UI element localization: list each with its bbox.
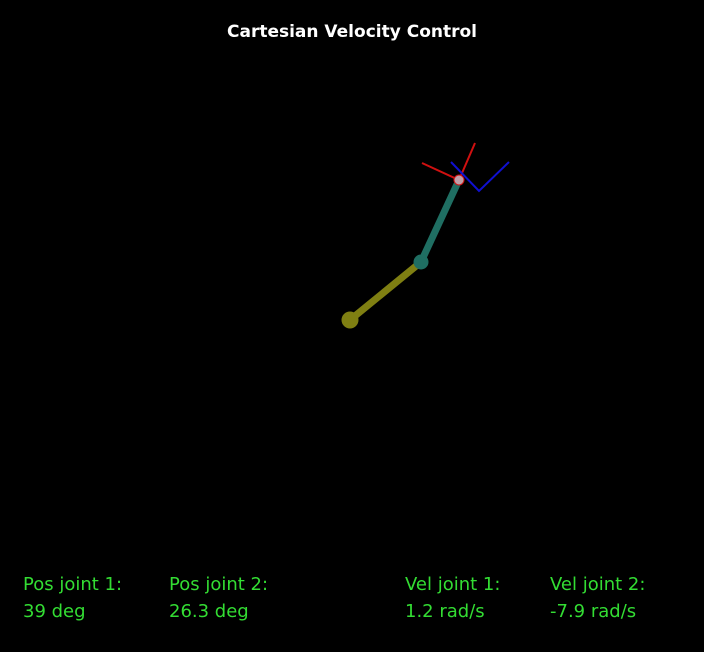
readout-value: -7.9 rad/s (550, 601, 637, 622)
page-title: Cartesian Velocity Control (227, 22, 477, 42)
readout-value: 1.2 rad/s (405, 601, 485, 622)
readout-label: Vel joint 2: (550, 574, 646, 595)
base-joint (341, 311, 359, 329)
readout-pos-joint-2: Pos joint 2: 26.3 deg (169, 571, 268, 625)
readout-label: Pos joint 1: (23, 574, 123, 595)
elbow-joint (413, 254, 429, 270)
link-1 (346, 258, 425, 324)
end-effector-frame-x-axis (421, 142, 476, 182)
readout-label: Vel joint 1: (405, 574, 501, 595)
readout-value: 26.3 deg (169, 601, 249, 622)
readout-vel-joint-2: Vel joint 2: -7.9 rad/s (550, 571, 645, 625)
readout-value: 39 deg (23, 601, 86, 622)
end-effector-frame-y-axis (450, 161, 510, 193)
link-2 (417, 176, 463, 266)
end-effector-tip (453, 174, 465, 186)
readout-pos-joint-1: Pos joint 1: 39 deg (23, 571, 122, 625)
readout-label: Pos joint 2: (169, 574, 269, 595)
readout-vel-joint-1: Vel joint 1: 1.2 rad/s (405, 571, 500, 625)
